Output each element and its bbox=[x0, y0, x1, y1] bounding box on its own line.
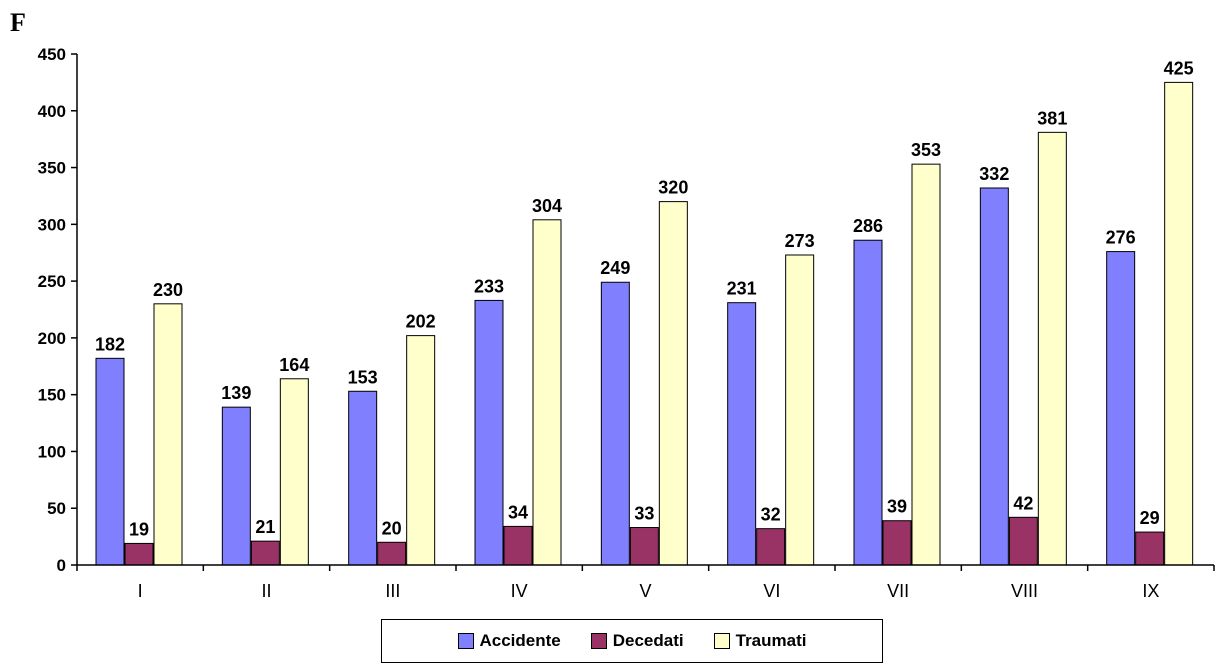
bar-decedati-iii bbox=[377, 541, 407, 566]
data-label-decedati-v: 33 bbox=[634, 504, 654, 524]
data-label-decedati-ix: 29 bbox=[1140, 508, 1160, 528]
bar-traumati-i bbox=[153, 303, 183, 566]
x-tick-label: IX bbox=[1142, 581, 1159, 601]
data-label-decedati-viii: 42 bbox=[1013, 493, 1033, 513]
bar-accidente-vi bbox=[727, 302, 757, 566]
data-label-decedati-iii: 20 bbox=[382, 518, 402, 538]
data-label-traumati-vi: 273 bbox=[785, 231, 815, 251]
data-label-decedati-vi: 32 bbox=[761, 505, 781, 525]
data-label-traumati-i: 230 bbox=[153, 280, 183, 300]
legend-item-decedati: Decedati bbox=[590, 631, 684, 651]
data-label-accidente-iii: 153 bbox=[348, 367, 378, 387]
bar-accidente-ii bbox=[221, 406, 251, 566]
bar-accidente-iii bbox=[348, 390, 378, 566]
bar-traumati-ii bbox=[279, 378, 309, 566]
data-label-accidente-i: 182 bbox=[95, 334, 125, 354]
data-label-traumati-vii: 353 bbox=[911, 140, 941, 160]
data-label-traumati-ix: 425 bbox=[1164, 58, 1194, 78]
bar-decedati-vi bbox=[756, 528, 786, 566]
bars-layer bbox=[95, 81, 1194, 566]
bar-decedati-vii bbox=[882, 520, 912, 566]
x-tick-label: VII bbox=[887, 581, 909, 601]
bar-decedati-v bbox=[629, 527, 659, 566]
x-tick-label: I bbox=[138, 581, 143, 601]
legend-item-accidente: Accidente bbox=[457, 631, 561, 651]
legend-label-accidente: Accidente bbox=[479, 631, 561, 650]
data-label-decedati-ii: 21 bbox=[255, 517, 275, 537]
bar-accidente-i bbox=[95, 357, 125, 566]
data-label-accidente-viii: 332 bbox=[979, 164, 1009, 184]
bar-accidente-viii bbox=[979, 187, 1009, 566]
bar-decedati-i bbox=[124, 542, 154, 566]
x-tick-label: V bbox=[639, 581, 651, 601]
data-label-accidente-vi: 231 bbox=[727, 279, 757, 299]
legend-swatch-accidente bbox=[457, 633, 474, 649]
chart-corner-label: F bbox=[10, 8, 26, 37]
bar-accidente-v bbox=[600, 281, 630, 566]
y-tick-label: 350 bbox=[38, 159, 66, 178]
y-tick-label: 250 bbox=[38, 272, 66, 291]
bar-traumati-v bbox=[658, 201, 688, 566]
legend: Accidente Decedati Traumati bbox=[381, 619, 883, 663]
bar-traumati-iv bbox=[532, 219, 562, 566]
x-tick-label: VI bbox=[763, 581, 780, 601]
bar-traumati-vii bbox=[911, 163, 941, 566]
bar-traumati-viii bbox=[1037, 131, 1067, 566]
y-tick-label: 150 bbox=[38, 386, 66, 405]
data-labels-layer: 182 139 153 233 249 231 286 332 276 19 21 20 34 33 32 3… bbox=[95, 58, 1194, 539]
bar-traumati-ix bbox=[1164, 81, 1194, 566]
data-label-accidente-ii: 139 bbox=[221, 383, 251, 403]
bar-decedati-ix bbox=[1135, 531, 1165, 566]
data-label-accidente-v: 249 bbox=[600, 258, 630, 278]
data-label-decedati-i: 19 bbox=[129, 519, 149, 539]
bar-traumati-iii bbox=[406, 335, 436, 566]
legend-swatch-traumati bbox=[713, 633, 730, 649]
bar-accidente-vii bbox=[853, 239, 883, 566]
y-tick-label: 50 bbox=[47, 499, 66, 518]
data-label-accidente-iv: 233 bbox=[474, 276, 504, 296]
bar-decedati-iv bbox=[503, 525, 533, 566]
data-label-accidente-ix: 276 bbox=[1106, 228, 1136, 248]
data-label-traumati-viii: 381 bbox=[1037, 108, 1067, 128]
y-tick-label: 100 bbox=[38, 442, 66, 461]
bar-decedati-viii bbox=[1008, 516, 1038, 566]
y-tick-label: 0 bbox=[57, 556, 66, 575]
x-tick-label: II bbox=[261, 581, 271, 601]
legend-item-traumati: Traumati bbox=[713, 631, 807, 651]
x-tick-label: VIII bbox=[1011, 581, 1038, 601]
legend-swatch-decedati bbox=[590, 633, 607, 649]
bar-decedati-ii bbox=[250, 540, 280, 566]
data-label-traumati-iii: 202 bbox=[406, 312, 436, 332]
x-tick-label: IV bbox=[511, 581, 528, 601]
data-label-traumati-ii: 164 bbox=[279, 355, 309, 375]
bar-accidente-ix bbox=[1106, 251, 1136, 566]
y-tick-label: 300 bbox=[38, 215, 66, 234]
y-tick-label: 450 bbox=[38, 45, 66, 64]
x-tick-label: III bbox=[385, 581, 400, 601]
legend-label-traumati: Traumati bbox=[735, 631, 807, 650]
data-label-traumati-iv: 304 bbox=[532, 196, 562, 216]
bar-traumati-vi bbox=[785, 254, 815, 566]
y-tick-label: 400 bbox=[38, 102, 66, 121]
legend-label-decedati: Decedati bbox=[612, 631, 684, 650]
y-tick-label: 200 bbox=[38, 329, 66, 348]
data-label-decedati-iv: 34 bbox=[508, 502, 528, 522]
data-label-traumati-v: 320 bbox=[658, 178, 688, 198]
data-label-accidente-vii: 286 bbox=[853, 216, 883, 236]
data-label-decedati-vii: 39 bbox=[887, 497, 907, 517]
bar-accidente-iv bbox=[474, 299, 504, 566]
